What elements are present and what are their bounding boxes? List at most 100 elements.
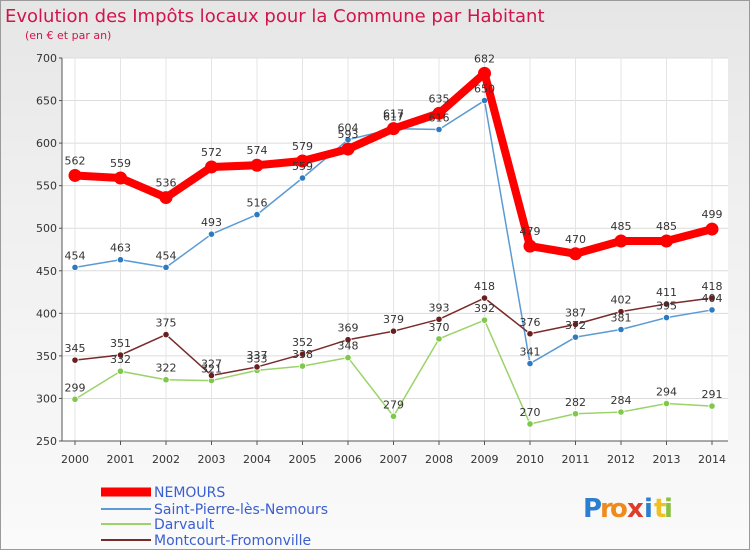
x-tick-label-2006: 2006 (334, 453, 362, 466)
point-saint-pierre-l-s-nemours-2008 (435, 125, 443, 134)
plot-area (62, 58, 728, 441)
point-nemours-2011 (569, 247, 582, 261)
x-tick-label-2001: 2001 (107, 453, 135, 466)
point-montcourt-fromonville-2001 (116, 351, 125, 359)
point-darvault-2008 (435, 335, 443, 343)
point-montcourt-fromonville-2011 (571, 320, 580, 328)
data-label-darvault-2000: 299 (65, 381, 86, 394)
legend-label-montcourt-fromonville: Montcourt-Fromonville (154, 533, 311, 549)
data-label-montcourt-fromonville-2003: 327 (201, 357, 222, 370)
data-label-saint-pierre-l-s-nemours-2011: 372 (565, 319, 586, 332)
data-label-saint-pierre-l-s-nemours-2008: 616 (429, 111, 450, 124)
data-label-saint-pierre-l-s-nemours-2002: 454 (156, 249, 177, 262)
legend-label-saint-pierre-l-s-nemours: Saint-Pierre-lès-Nemours (154, 502, 328, 518)
data-label-montcourt-fromonville-2014: 418 (702, 280, 723, 293)
point-montcourt-fromonville-2007 (389, 327, 398, 335)
point-darvault-2001 (116, 367, 125, 375)
point-montcourt-fromonville-2006 (344, 336, 352, 344)
data-label-darvault-2013: 294 (656, 386, 677, 399)
point-darvault-2014 (708, 402, 716, 410)
point-darvault-2002 (162, 376, 170, 384)
y-tick-label-700: 700 (36, 52, 57, 65)
data-label-darvault-2005: 338 (292, 348, 313, 361)
point-montcourt-fromonville-2012 (617, 308, 625, 316)
point-montcourt-fromonville-2004 (253, 363, 261, 371)
data-label-saint-pierre-l-s-nemours-2004: 516 (247, 197, 268, 210)
data-label-darvault-2006: 348 (338, 340, 359, 353)
data-label-montcourt-fromonville-2001: 351 (110, 337, 131, 350)
point-nemours-2004 (250, 158, 264, 172)
x-tick-label-2010: 2010 (516, 453, 544, 466)
data-label-saint-pierre-l-s-nemours-2001: 463 (110, 242, 131, 255)
data-label-nemours-2005: 579 (292, 140, 313, 153)
data-label-saint-pierre-l-s-nemours-2007: 617 (383, 111, 404, 124)
data-label-saint-pierre-l-s-nemours-2009: 650 (474, 83, 495, 96)
point-montcourt-fromonville-2008 (435, 315, 443, 323)
point-montcourt-fromonville-2014 (708, 294, 716, 302)
data-label-darvault-2007: 279 (383, 398, 404, 411)
logo-letter-2: o (610, 494, 628, 524)
data-label-nemours-2009: 682 (474, 52, 495, 65)
x-tick-label-2004: 2004 (243, 453, 271, 466)
data-label-montcourt-fromonville-2000: 345 (65, 342, 86, 355)
y-tick-label-600: 600 (36, 137, 57, 150)
point-saint-pierre-l-s-nemours-2014 (708, 306, 716, 314)
point-nemours-2001 (114, 171, 127, 185)
data-label-nemours-2012: 485 (611, 220, 632, 233)
logo-letter-6: i (664, 494, 673, 524)
data-label-montcourt-fromonville-2005: 352 (292, 336, 313, 349)
data-label-montcourt-fromonville-2002: 375 (156, 317, 177, 330)
x-tick-label-2007: 2007 (380, 453, 408, 466)
point-saint-pierre-l-s-nemours-2005 (298, 174, 307, 182)
data-label-nemours-2010: 479 (520, 225, 541, 238)
point-saint-pierre-l-s-nemours-2010 (526, 359, 534, 368)
data-label-darvault-2010: 270 (520, 406, 541, 419)
x-tick-label-2000: 2000 (61, 453, 89, 466)
legend-label-darvault: Darvault (154, 517, 215, 533)
point-darvault-2009 (480, 316, 489, 324)
data-label-saint-pierre-l-s-nemours-2014: 404 (702, 292, 723, 305)
point-montcourt-fromonville-2010 (526, 330, 534, 338)
point-nemours-2003 (205, 160, 218, 174)
data-label-montcourt-fromonville-2007: 379 (383, 313, 404, 326)
data-label-darvault-2001: 332 (110, 353, 131, 366)
point-darvault-2011 (571, 410, 580, 418)
data-label-darvault-2008: 370 (429, 321, 450, 334)
point-darvault-2013 (662, 399, 671, 408)
point-nemours-2002 (159, 191, 173, 205)
point-montcourt-fromonville-2013 (662, 300, 671, 308)
data-label-montcourt-fromonville-2012: 402 (611, 294, 632, 307)
data-label-saint-pierre-l-s-nemours-2010: 341 (520, 346, 541, 359)
y-tick-label-350: 350 (36, 350, 57, 363)
data-label-montcourt-fromonville-2010: 376 (520, 316, 541, 329)
data-label-montcourt-fromonville-2006: 369 (338, 322, 359, 335)
point-nemours-2013 (660, 234, 673, 248)
logo-letter-0: P (583, 494, 602, 524)
y-tick-label-650: 650 (36, 95, 57, 108)
data-label-darvault-2009: 392 (474, 302, 495, 315)
point-nemours-2008 (432, 106, 446, 120)
x-tick-label-2011: 2011 (562, 453, 590, 466)
data-label-darvault-2002: 322 (156, 362, 177, 375)
data-label-montcourt-fromonville-2013: 411 (656, 286, 677, 299)
data-label-saint-pierre-l-s-nemours-2012: 381 (611, 312, 632, 325)
point-saint-pierre-l-s-nemours-2004 (253, 211, 261, 219)
data-label-montcourt-fromonville-2011: 387 (565, 306, 586, 319)
data-label-saint-pierre-l-s-nemours-2005: 559 (292, 160, 313, 173)
x-tick-label-2012: 2012 (607, 453, 635, 466)
point-darvault-2007 (389, 412, 398, 420)
data-label-nemours-2002: 536 (156, 177, 177, 190)
data-label-nemours-2001: 559 (110, 157, 131, 170)
point-saint-pierre-l-s-nemours-2012 (617, 325, 625, 334)
data-label-montcourt-fromonville-2008: 393 (429, 301, 450, 314)
y-tick-label-400: 400 (36, 307, 57, 320)
point-darvault-2012 (617, 408, 625, 416)
x-tick-label-2003: 2003 (198, 453, 226, 466)
point-darvault-2010 (526, 420, 534, 428)
point-saint-pierre-l-s-nemours-2000 (71, 263, 79, 271)
data-label-darvault-2011: 282 (565, 396, 586, 409)
x-tick-label-2009: 2009 (471, 453, 499, 466)
logo-letter-4: i (644, 494, 653, 524)
data-label-nemours-2004: 574 (247, 144, 268, 157)
point-saint-pierre-l-s-nemours-2002 (162, 263, 170, 271)
